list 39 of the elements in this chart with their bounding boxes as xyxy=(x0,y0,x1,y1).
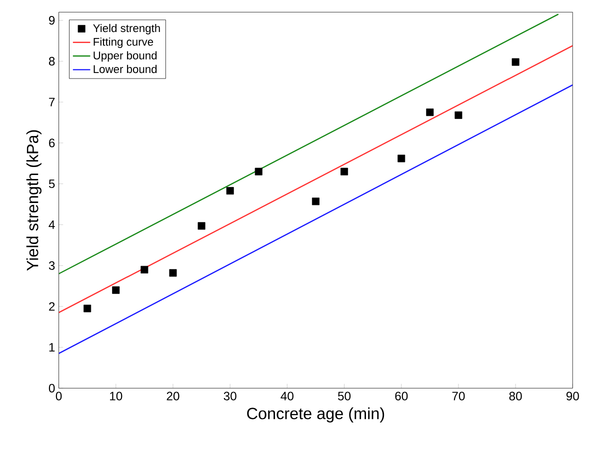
legend-label: Yield strength xyxy=(93,24,160,34)
legend-label: Upper bound xyxy=(94,51,157,62)
point xyxy=(226,186,234,194)
y-tick-label: 5 xyxy=(48,180,55,188)
x-tick-label: 20 xyxy=(166,392,180,400)
y-tick-label: 2 xyxy=(49,302,55,311)
point xyxy=(454,111,462,119)
point xyxy=(398,154,406,162)
point xyxy=(84,304,92,312)
point xyxy=(340,168,348,176)
point xyxy=(140,266,148,274)
point xyxy=(198,222,206,230)
x-tick-label: 90 xyxy=(566,392,579,400)
point xyxy=(426,108,434,116)
x-tick-label: 0 xyxy=(56,392,62,400)
y-tick-label: 7 xyxy=(49,98,55,106)
x-tick-label: 10 xyxy=(110,392,122,400)
x-tick-label: 80 xyxy=(509,392,522,400)
y-tick-label: 0 xyxy=(48,384,55,392)
y-tick-label: 8 xyxy=(48,56,55,66)
point xyxy=(254,168,262,176)
point xyxy=(169,269,177,277)
x-tick-label: 70 xyxy=(452,392,465,400)
point xyxy=(112,286,120,294)
y-tick-label: 6 xyxy=(49,138,55,148)
y-tick-label: 3 xyxy=(48,261,55,270)
y-tick-label: 1 xyxy=(49,343,55,352)
x-tick-label: 30 xyxy=(224,392,236,400)
point xyxy=(512,58,520,66)
legend-label: Lower bound xyxy=(94,64,157,74)
y-axis-title: Yield strength (kPa) xyxy=(26,130,42,271)
x-tick-label: 50 xyxy=(338,392,351,400)
x-tick-label: 60 xyxy=(395,392,408,400)
y-tick-label: 9 xyxy=(49,16,55,25)
legend-label: Fitting curve xyxy=(94,38,154,48)
y-tick-label: 4 xyxy=(48,220,55,229)
x-tick-label: 40 xyxy=(280,392,294,400)
point xyxy=(312,198,320,206)
x-axis-title: Concrete age (min) xyxy=(247,407,384,422)
